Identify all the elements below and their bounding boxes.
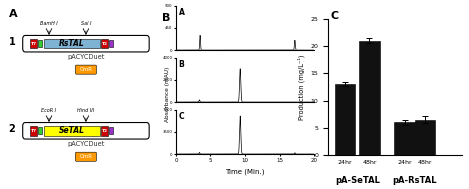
Text: CmR: CmR — [79, 154, 92, 159]
Text: B: B — [162, 13, 170, 23]
Text: A: A — [179, 8, 184, 17]
FancyBboxPatch shape — [38, 127, 42, 134]
Text: BamH I: BamH I — [40, 21, 58, 26]
Text: pA-RsTAL: pA-RsTAL — [393, 176, 437, 185]
FancyBboxPatch shape — [109, 127, 113, 134]
FancyBboxPatch shape — [23, 122, 149, 139]
Text: T2: T2 — [102, 129, 107, 133]
Text: Hind III: Hind III — [77, 108, 95, 113]
FancyBboxPatch shape — [38, 40, 42, 47]
FancyBboxPatch shape — [76, 65, 97, 74]
Text: pACYCDuet: pACYCDuet — [67, 54, 105, 60]
Text: 1: 1 — [9, 37, 15, 47]
Text: EcoR I: EcoR I — [41, 108, 57, 113]
Text: B: B — [179, 60, 184, 69]
FancyBboxPatch shape — [101, 39, 108, 48]
Bar — [335, 84, 356, 155]
Text: T2: T2 — [102, 42, 107, 46]
Text: C: C — [179, 112, 184, 121]
Text: Sal I: Sal I — [81, 21, 91, 26]
FancyBboxPatch shape — [44, 126, 100, 136]
Y-axis label: Production (mg/L⁻¹): Production (mg/L⁻¹) — [298, 54, 305, 120]
Text: Absorbance (mAU): Absorbance (mAU) — [166, 67, 170, 122]
X-axis label: Time (Min.): Time (Min.) — [225, 168, 265, 175]
FancyBboxPatch shape — [101, 126, 108, 136]
Text: T7: T7 — [30, 42, 37, 46]
FancyBboxPatch shape — [109, 40, 113, 47]
Text: SeTAL: SeTAL — [59, 126, 85, 135]
Text: pA-SeTAL: pA-SeTAL — [335, 176, 380, 185]
FancyBboxPatch shape — [30, 126, 38, 136]
Text: A: A — [9, 9, 18, 19]
Text: C: C — [330, 11, 339, 21]
Text: RsTAL: RsTAL — [59, 39, 85, 48]
Bar — [394, 122, 415, 155]
Text: pACYCDuet: pACYCDuet — [67, 141, 105, 147]
FancyBboxPatch shape — [44, 39, 100, 48]
Bar — [359, 41, 379, 155]
FancyBboxPatch shape — [30, 39, 38, 48]
Text: CmR: CmR — [79, 67, 92, 72]
FancyBboxPatch shape — [76, 152, 97, 161]
Bar — [415, 120, 435, 155]
Text: T7: T7 — [30, 129, 37, 133]
Text: 2: 2 — [9, 124, 15, 134]
FancyBboxPatch shape — [23, 36, 149, 52]
